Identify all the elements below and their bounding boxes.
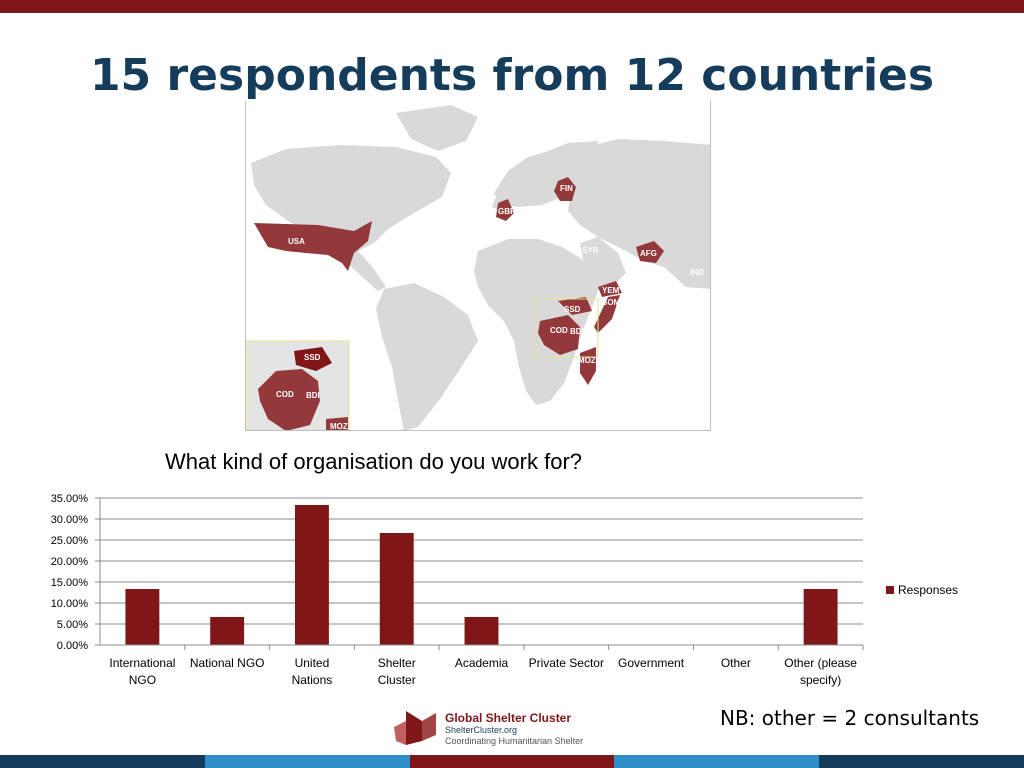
global-shelter-cluster-logo: Global Shelter Cluster ShelterCluster.or… (392, 705, 632, 750)
y-tick-label: 5.00% (57, 619, 88, 631)
inset-label: COD (276, 390, 294, 399)
map-label: SSD (564, 305, 581, 314)
x-tick-label: Other (721, 656, 751, 670)
inset-label: BDI (306, 391, 320, 400)
inset-cod-shape (258, 369, 320, 430)
asia-shape (568, 139, 710, 289)
map-label: GBR (498, 207, 516, 216)
footer-segment (410, 755, 614, 768)
y-tick-label: 35.00% (51, 493, 89, 505)
footer-segment (819, 755, 1024, 768)
x-tick-label: United Nations (292, 656, 333, 687)
inset-label: MOZ (330, 422, 348, 431)
map-label: MOZ (578, 356, 596, 365)
x-tick-label: Academia (455, 656, 509, 670)
som-shape (594, 295, 620, 333)
greenland-shape (396, 105, 478, 151)
bar (294, 505, 329, 645)
legend-label: Responses (898, 583, 958, 597)
world-map: FIN GBR USA SYR AFG IND YEM SOM SSD COD … (245, 101, 711, 431)
hands-house-icon (394, 711, 436, 745)
logo-tagline: Coordinating Humanitarian Shelter (445, 736, 584, 746)
yem-shape (598, 281, 622, 297)
y-tick-label: 25.00% (51, 535, 89, 547)
chart-title: What kind of organisation do you work fo… (165, 449, 583, 474)
map-label: BDI (570, 327, 584, 336)
world-map-svg: FIN GBR USA SYR AFG IND YEM SOM SSD COD … (246, 105, 710, 431)
map-label: SYR (582, 246, 599, 255)
x-tick-label: Private Sector (529, 656, 604, 670)
bar (379, 532, 414, 645)
footer-bar (0, 755, 1024, 768)
y-tick-label: 15.00% (51, 577, 89, 589)
bar (210, 616, 245, 645)
africa-focus-box (533, 298, 599, 358)
bar-chart: 0.00% 5.00% 10.00% 15.00% 20.00% 25.00% 30.00%… (51, 493, 958, 687)
arabia-shape (580, 237, 626, 291)
y-tick-label: 30.00% (51, 514, 89, 526)
inset-ssd-shape (294, 347, 332, 371)
map-label: COD (550, 326, 568, 335)
map-label: AFG (640, 249, 657, 258)
gbr-shape (496, 199, 514, 221)
afg-shape (636, 241, 664, 263)
footer-segment (614, 755, 819, 768)
africa-shape (474, 239, 598, 405)
slide-title: 15 respondents from 12 countries (89, 50, 935, 101)
finland-shape (554, 177, 576, 201)
top-accent-bar (0, 0, 1024, 13)
europe-shape (494, 141, 598, 207)
x-tick-label: National NGO (190, 656, 265, 670)
moz-shape (580, 347, 596, 385)
x-tick-label: Other (please specify) (784, 656, 857, 687)
map-label: IND (690, 268, 704, 277)
map-label: FIN (560, 184, 573, 193)
x-tick-label: Shelter Cluster (378, 656, 416, 687)
footer-segment (205, 755, 410, 768)
inset-label: SSD (304, 353, 321, 362)
x-tick-label: International NGO (109, 656, 175, 687)
cod-shape (538, 315, 580, 355)
y-tick-label: 10.00% (51, 598, 89, 610)
x-tick-label: Government (618, 656, 685, 670)
y-tick-label: 0.00% (57, 640, 88, 652)
footnote: NB: other = 2 consultants (720, 706, 980, 730)
logo-name: Global Shelter Cluster (445, 711, 572, 725)
bar (464, 616, 499, 645)
ssd-shape (558, 297, 592, 315)
map-label: YEM (602, 286, 620, 295)
inset-moz-shape (326, 417, 348, 430)
map-label: USA (288, 237, 305, 246)
y-tick-label: 20.00% (51, 556, 89, 568)
usa-shape (254, 221, 372, 271)
bar (125, 589, 160, 645)
south-america-shape (376, 283, 478, 430)
logo-url: ShelterCluster.org (445, 725, 518, 735)
bar (803, 589, 838, 645)
map-label: SOM (602, 298, 621, 307)
legend-swatch (886, 586, 894, 594)
footer-segment (0, 755, 205, 768)
